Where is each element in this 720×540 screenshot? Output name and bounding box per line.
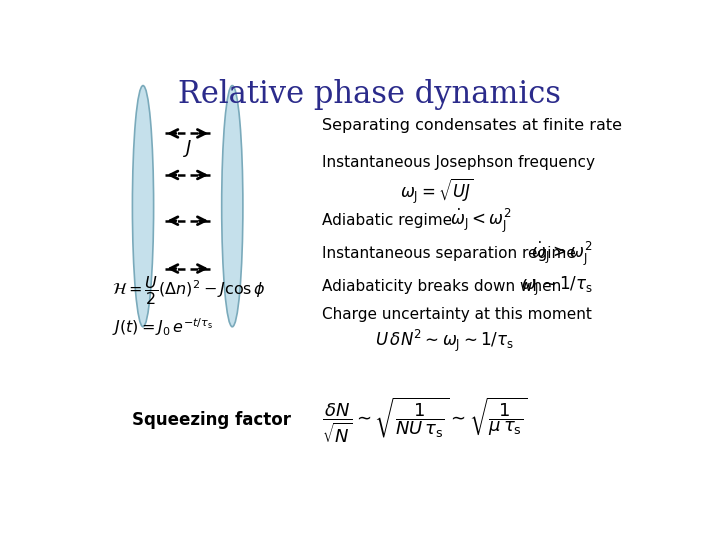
Text: $\dot{\omega}_{\mathrm{J}} > \omega_{\mathrm{J}}^2$: $\dot{\omega}_{\mathrm{J}} > \omega_{\ma…: [531, 240, 593, 268]
Text: Instantaneous Josephson frequency: Instantaneous Josephson frequency: [322, 155, 595, 170]
Text: Adiabatic regime: Adiabatic regime: [322, 213, 451, 228]
Text: Relative phase dynamics: Relative phase dynamics: [178, 79, 560, 110]
Text: $U\,\delta N^2 \sim \omega_{\mathrm{J}} \sim 1/\tau_{\mathrm{s}}$: $U\,\delta N^2 \sim \omega_{\mathrm{J}} …: [374, 328, 513, 354]
Text: $J(t) = J_0\, e^{-t/\tau_{\mathrm{s}}}$: $J(t) = J_0\, e^{-t/\tau_{\mathrm{s}}}$: [112, 316, 214, 338]
Text: Adiabaticity breaks down when: Adiabaticity breaks down when: [322, 279, 561, 294]
Ellipse shape: [132, 85, 153, 327]
Text: Separating condensates at finite rate: Separating condensates at finite rate: [322, 118, 621, 133]
Text: Squeezing factor: Squeezing factor: [132, 411, 291, 429]
Ellipse shape: [222, 85, 243, 327]
Text: Instantaneous separation regime: Instantaneous separation regime: [322, 246, 575, 261]
Text: Charge uncertainty at this moment: Charge uncertainty at this moment: [322, 307, 591, 322]
Text: $\omega_{\mathrm{J}} = \sqrt{U J}$: $\omega_{\mathrm{J}} = \sqrt{U J}$: [400, 177, 473, 206]
Text: $\omega_{\mathrm{J}} \sim 1/\tau_{\mathrm{s}}$: $\omega_{\mathrm{J}} \sim 1/\tau_{\mathr…: [521, 275, 593, 298]
Text: $\dot{\omega}_{\mathrm{J}} < \omega_{\mathrm{J}}^2$: $\dot{\omega}_{\mathrm{J}} < \omega_{\ma…: [450, 207, 511, 235]
Text: $\mathcal{H} = \dfrac{U}{2}(\Delta n)^2 - J\cos\phi$: $\mathcal{H} = \dfrac{U}{2}(\Delta n)^2 …: [112, 274, 266, 307]
Text: $J$: $J$: [183, 138, 192, 159]
Text: $\dfrac{\delta N}{\sqrt{N}} \sim \sqrt{\dfrac{1}{N U\,\tau_{\mathrm{s}}}} \sim \: $\dfrac{\delta N}{\sqrt{N}} \sim \sqrt{\…: [322, 396, 527, 445]
